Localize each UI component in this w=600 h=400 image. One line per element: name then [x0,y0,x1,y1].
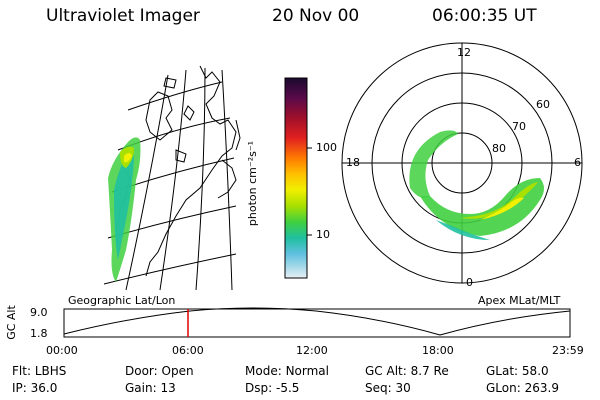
info-flt: Flt: LBHS [12,364,67,378]
colorbar-tick-100: 100 [316,141,337,154]
info-glon: GLon: 263.9 [486,381,559,395]
altitude-chart [63,307,571,338]
polar-aurora-emission [409,130,544,240]
geographic-map [103,65,241,291]
altitude-ylabel: GC Alt [4,305,18,340]
altitude-ytick-min: 1.8 [30,327,48,340]
altitude-xtick-2: 12:00 [296,344,328,357]
info-seq: Seq: 30 [365,381,411,395]
altitude-xtick-0: 00:00 [46,344,78,357]
altitude-xtick-4: 23:59 [552,344,584,357]
mlt-label-12: 12 [457,46,471,59]
mlt-label-6: 6 [574,156,581,169]
info-gc-alt: GC Alt: 8.7 Re [365,364,449,378]
instrument-title: Ultraviolet Imager [46,6,200,26]
info-dsp: Dsp: -5.5 [245,381,300,395]
info-glat: GLat: 58.0 [486,364,549,378]
altitude-xtick-3: 18:00 [422,344,454,357]
info-door: Door: Open [125,364,194,378]
date-label: 20 Nov 00 [272,6,360,26]
mlt-label-18: 18 [346,156,360,169]
colorbar-tick-10: 10 [316,228,330,241]
altitude-ytick-max: 9.0 [30,306,48,319]
info-ip: IP: 36.0 [12,381,58,395]
info-gain: Gain: 13 [125,381,176,395]
geo-aurora-emission [108,137,141,282]
geo-coord-label: Geographic Lat/Lon [68,294,176,307]
mlt-label-0: 0 [466,276,473,289]
intensity-colorbar [284,77,312,279]
polar-plot [341,42,583,284]
altitude-xtick-1: 06:00 [172,344,204,357]
lat-label-70: 70 [512,120,526,133]
colorbar-unit-label: photon cm⁻²s⁻¹ [246,140,260,227]
info-mode: Mode: Normal [245,364,329,378]
time-label: 06:00:35 UT [432,6,537,26]
lat-label-80: 80 [492,142,506,155]
lat-label-60: 60 [536,98,550,111]
apex-coord-label: Apex MLat/MLT [478,294,561,307]
